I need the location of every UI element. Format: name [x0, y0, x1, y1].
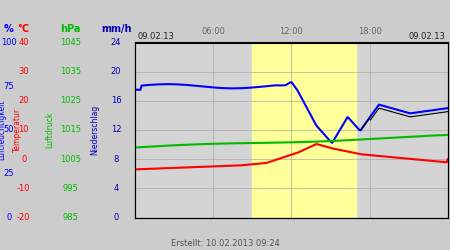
Text: 30: 30	[18, 67, 29, 76]
Text: 1005: 1005	[60, 155, 81, 164]
Text: 1015: 1015	[60, 126, 81, 134]
Text: 20: 20	[18, 96, 29, 105]
Text: 0: 0	[21, 155, 26, 164]
Text: 09.02.13: 09.02.13	[137, 32, 174, 41]
Text: 995: 995	[62, 184, 78, 193]
Text: Niederschlag: Niederschlag	[90, 105, 99, 155]
Text: 100: 100	[1, 38, 17, 47]
Text: 1025: 1025	[60, 96, 81, 105]
Text: 8: 8	[113, 155, 119, 164]
Text: Luftfeuchtigkeit: Luftfeuchtigkeit	[0, 100, 6, 160]
Text: 25: 25	[4, 169, 14, 178]
Text: 985: 985	[62, 213, 78, 222]
Text: 0: 0	[113, 213, 119, 222]
Text: -20: -20	[17, 213, 31, 222]
Text: 0: 0	[6, 213, 11, 222]
Text: 16: 16	[111, 96, 122, 105]
Text: Luftdruck: Luftdruck	[45, 112, 54, 148]
Text: 4: 4	[113, 184, 119, 193]
Text: 24: 24	[111, 38, 122, 47]
Bar	[252, 42, 356, 218]
Text: 50: 50	[4, 126, 14, 134]
Text: 75: 75	[4, 82, 14, 91]
Text: Temperatur: Temperatur	[13, 108, 22, 152]
Text: 20: 20	[111, 67, 122, 76]
Text: 10: 10	[18, 126, 29, 134]
Text: 09.02.13: 09.02.13	[409, 32, 446, 41]
Text: 1035: 1035	[60, 67, 81, 76]
Text: %: %	[4, 24, 14, 34]
Text: °C: °C	[18, 24, 30, 34]
Text: Erstellt: 10.02.2013 09:24: Erstellt: 10.02.2013 09:24	[171, 238, 279, 248]
Text: 12: 12	[111, 126, 122, 134]
Text: 1045: 1045	[60, 38, 81, 47]
Text: mm/h: mm/h	[101, 24, 131, 34]
Text: -10: -10	[17, 184, 31, 193]
Text: hPa: hPa	[60, 24, 81, 34]
Text: 40: 40	[18, 38, 29, 47]
